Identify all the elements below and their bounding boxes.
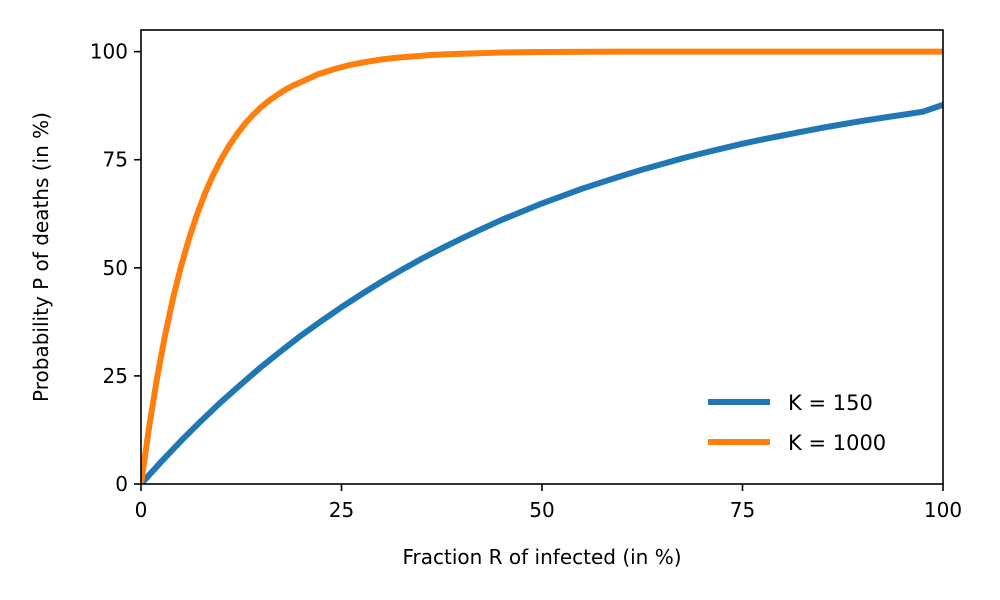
- y-tick-label: 100: [90, 40, 128, 64]
- x-tick-label: 100: [924, 498, 962, 522]
- legend: K = 150 K = 1000: [708, 391, 886, 455]
- y-tick-label: 0: [115, 472, 128, 496]
- y-tick-label: 25: [103, 364, 128, 388]
- axes: [140, 29, 944, 485]
- legend-label-1: K = 150: [788, 391, 873, 415]
- x-tick-label: 0: [135, 498, 148, 522]
- x-axis-label: Fraction R of infected (in %): [402, 545, 681, 569]
- y-tick-label: 75: [103, 148, 128, 172]
- series-line-1: [141, 101, 943, 484]
- x-tick-label: 75: [730, 498, 755, 522]
- legend-label-2: K = 1000: [788, 431, 886, 455]
- axes-frame: [140, 29, 944, 485]
- y-tick-label: 50: [103, 256, 128, 280]
- x-tick-label: 25: [329, 498, 354, 522]
- y-axis-label: Probability P of deaths (in %): [29, 112, 53, 402]
- series-lines: [141, 48, 943, 484]
- x-tick-label: 50: [529, 498, 554, 522]
- ticks: 0 25 50 75 100 0 25 50 75 100: [90, 40, 962, 522]
- series-line-2: [141, 48, 943, 484]
